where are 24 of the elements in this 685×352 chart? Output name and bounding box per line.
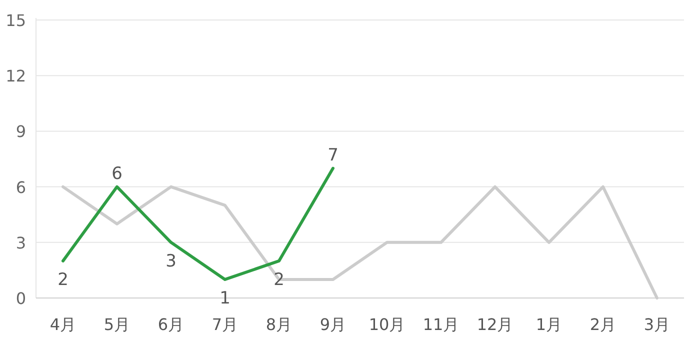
data-label: 1 (220, 288, 230, 308)
y-tick-label: 6 (16, 178, 26, 197)
x-tick-label: 10月 (368, 315, 406, 334)
y-tick-label: 9 (16, 122, 26, 142)
data-label: 2 (274, 270, 284, 290)
y-tick-label: 0 (16, 289, 26, 308)
data-label: 6 (112, 164, 122, 184)
data-label: 7 (328, 145, 338, 166)
y-tick-label: 12 (6, 66, 26, 86)
x-tick-label: 3月 (644, 315, 670, 334)
x-tick-label: 8月 (266, 315, 292, 334)
data-label: 2 (58, 270, 68, 290)
x-tick-label: 4月 (50, 315, 76, 334)
y-tick-label: 15 (6, 11, 26, 30)
data-label: 3 (166, 251, 176, 272)
x-tick-label: 1月 (536, 315, 562, 334)
y-tick-label: 3 (16, 233, 26, 252)
x-tick-label: 5月 (104, 315, 130, 334)
x-tick-label: 9月 (320, 315, 346, 334)
x-tick-label: 12月 (476, 315, 514, 334)
x-tick-label: 2月 (590, 315, 616, 334)
x-tick-label: 11月 (422, 315, 460, 334)
x-tick-label: 6月 (158, 315, 184, 334)
x-tick-label: 7月 (212, 315, 238, 334)
